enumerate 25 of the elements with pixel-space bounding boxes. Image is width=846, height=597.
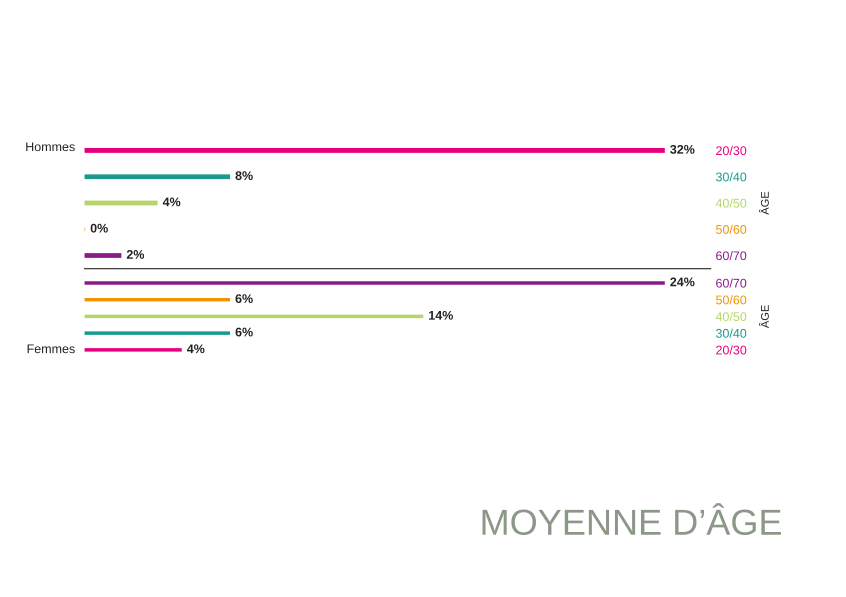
chart-title: Hommes <box>26 142 75 152</box>
y-tick-label: 50/60 <box>716 295 746 304</box>
data-label: 24% <box>670 277 695 286</box>
y-tick-label: 20/30 <box>716 345 746 354</box>
data-label: 4% <box>162 198 180 206</box>
data-label: 2% <box>126 250 144 259</box>
data-label: 6% <box>236 294 253 304</box>
data-label: 0% <box>90 224 108 233</box>
y-tick-label: 60/70 <box>716 250 746 260</box>
y-tick-label: 20/30 <box>716 146 746 156</box>
y-tick-label: 30/40 <box>716 328 746 338</box>
data-label: 8% <box>235 171 253 180</box>
y-tick-label: 40/50 <box>716 198 746 208</box>
data-label: 14% <box>429 310 453 320</box>
text: Femmes <box>28 344 75 354</box>
data-label: 32% <box>670 144 695 154</box>
y-tick-label: 30/40 <box>716 172 746 182</box>
data-label: 4% <box>186 344 205 354</box>
text: MOYENNE D’ÂGE <box>482 503 781 536</box>
y-axis-title: ÂGE <box>759 192 769 215</box>
y-tick-label: 60/70 <box>716 278 746 288</box>
y-tick-label: 40/50 <box>716 312 746 322</box>
y-tick-label: 50/60 <box>716 224 746 234</box>
data-label: 6% <box>236 328 253 336</box>
y-axis-title: ÂGE <box>759 305 769 328</box>
